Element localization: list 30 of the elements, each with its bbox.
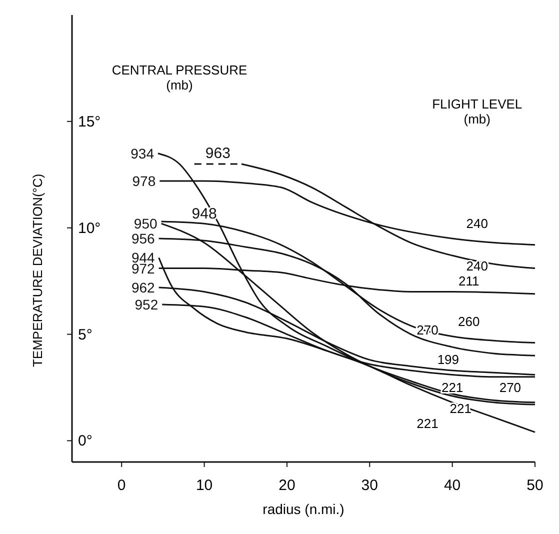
annotation: FLIGHT LEVEL (mb) <box>432 96 522 127</box>
y-tick-label: 10° <box>78 220 101 237</box>
x-tick-label: 20 <box>278 477 296 494</box>
annotation: CENTRAL PRESSURE (mb) <box>112 62 248 93</box>
series-label: 950 <box>134 216 158 232</box>
annotation: 270 <box>499 380 522 395</box>
annotation: 221 <box>450 401 472 416</box>
annotation: 240 <box>466 258 488 274</box>
x-tick-label: 10 <box>196 477 213 494</box>
y-axis-title: TEMPERATURE DEVIATION(°C) <box>30 174 45 368</box>
y-tick-label: 15° <box>78 113 101 130</box>
series-label: 978 <box>132 173 156 190</box>
y-tick-label: 0° <box>78 432 92 450</box>
y-tick-label: 5° <box>78 326 92 344</box>
annotation: 199 <box>437 352 460 368</box>
x-axis-title: radius (n.mi.) <box>262 501 344 517</box>
x-tick-label: 50 <box>526 477 544 494</box>
x-tick-label: 0 <box>117 477 126 494</box>
annotation: 240 <box>466 216 488 231</box>
annotation: 221 <box>416 416 438 431</box>
annotation: 221 <box>441 380 464 395</box>
series-label: 952 <box>134 296 158 312</box>
x-tick-label: 30 <box>361 477 378 494</box>
annotation: 211 <box>458 273 480 288</box>
annotation: 260 <box>458 314 480 329</box>
series-label: 934 <box>130 145 154 162</box>
x-tick-label: 40 <box>444 477 461 494</box>
series-label: 956 <box>131 230 156 246</box>
series-label: 962 <box>131 279 156 296</box>
series-label: 963 <box>205 145 230 162</box>
